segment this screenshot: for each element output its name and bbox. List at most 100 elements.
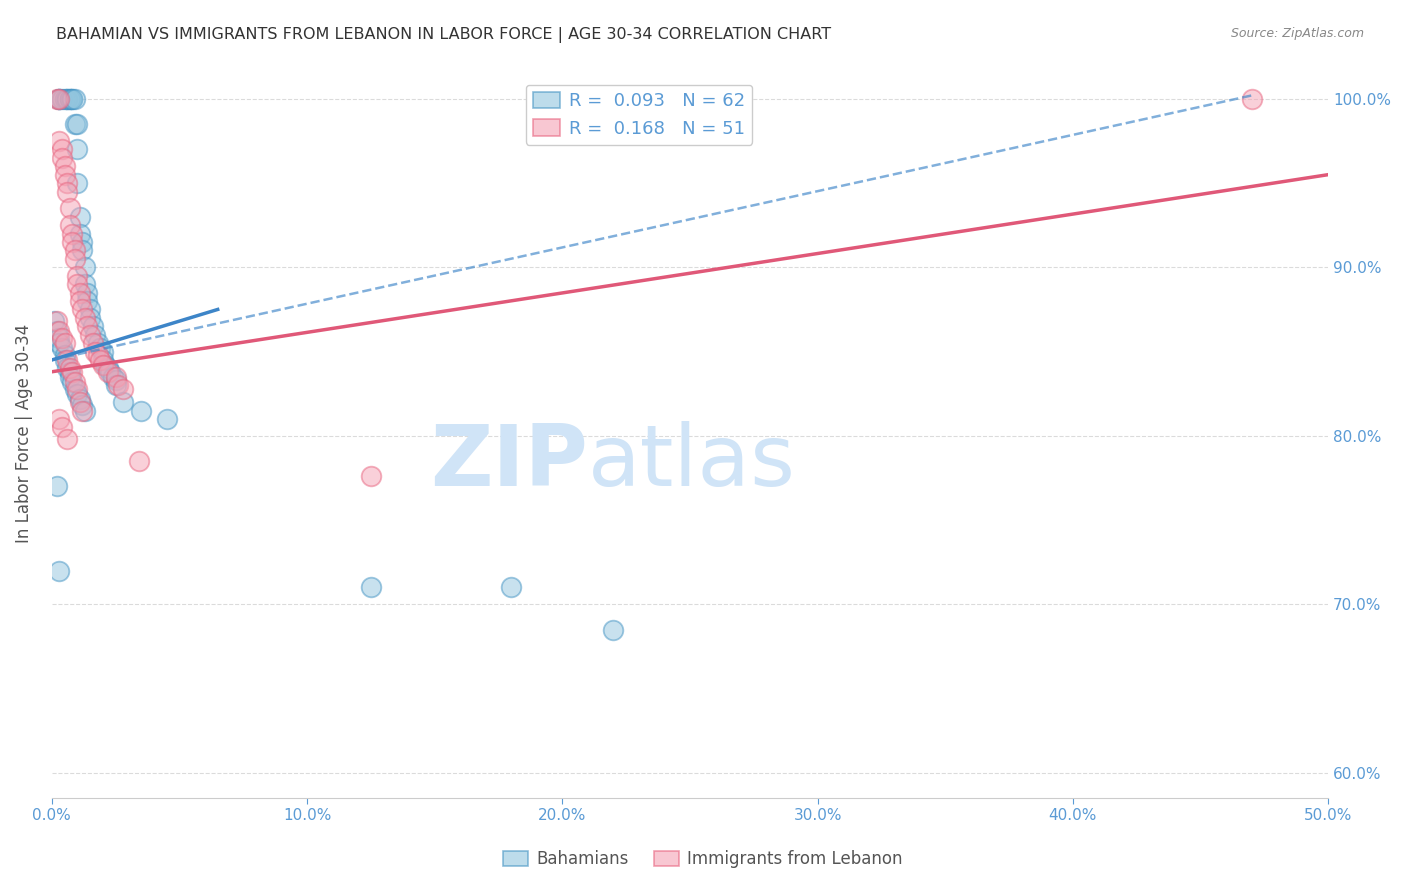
Point — [48, 134, 70, 148]
Point — [60, 375, 83, 389]
Point — [63, 382, 86, 396]
Point — [82, 336, 104, 351]
Point — [51, 341, 73, 355]
Point — [128, 454, 150, 468]
Point — [360, 469, 382, 483]
Point — [48, 92, 70, 106]
Point — [76, 293, 98, 308]
Point — [53, 159, 76, 173]
Point — [59, 361, 82, 376]
Point — [56, 353, 79, 368]
Point — [82, 319, 104, 334]
Point — [56, 185, 79, 199]
Point — [60, 92, 83, 106]
Text: BAHAMIAN VS IMMIGRANTS FROM LEBANON IN LABOR FORCE | AGE 30-34 CORRELATION CHART: BAHAMIAN VS IMMIGRANTS FROM LEBANON IN L… — [56, 27, 831, 43]
Point — [97, 365, 120, 379]
Point — [69, 392, 91, 406]
Point — [79, 310, 101, 325]
Point — [48, 331, 70, 345]
Point — [79, 327, 101, 342]
Point — [53, 348, 76, 362]
Point — [73, 260, 96, 275]
Point — [73, 277, 96, 292]
Point — [48, 564, 70, 578]
Point — [72, 244, 94, 258]
Point — [63, 92, 86, 106]
Point — [53, 168, 76, 182]
Point — [360, 581, 382, 595]
Point — [51, 420, 73, 434]
Point — [79, 302, 101, 317]
Point — [66, 386, 89, 401]
Point — [86, 336, 108, 351]
Text: ZIP: ZIP — [430, 421, 588, 504]
Point — [59, 202, 82, 216]
Point — [60, 92, 83, 106]
Point — [53, 336, 76, 351]
Point — [56, 176, 79, 190]
Point — [66, 117, 89, 131]
Point — [63, 375, 86, 389]
Point — [69, 227, 91, 241]
Point — [107, 378, 129, 392]
Point — [48, 92, 70, 106]
Point — [59, 369, 82, 384]
Point — [97, 361, 120, 376]
Point — [76, 319, 98, 334]
Point — [104, 373, 127, 387]
Point — [51, 142, 73, 156]
Point — [69, 395, 91, 409]
Point — [60, 235, 83, 249]
Point — [44, 314, 66, 328]
Point — [72, 302, 94, 317]
Point — [602, 623, 624, 637]
Point — [69, 210, 91, 224]
Point — [51, 92, 73, 106]
Point — [45, 314, 67, 328]
Point — [501, 581, 523, 595]
Point — [63, 117, 86, 131]
Point — [59, 365, 82, 379]
Point — [53, 92, 76, 106]
Point — [48, 412, 70, 426]
Point — [91, 353, 114, 368]
Point — [56, 361, 79, 376]
Point — [69, 293, 91, 308]
Point — [84, 344, 107, 359]
Point — [112, 395, 135, 409]
Point — [48, 324, 70, 338]
Point — [48, 336, 70, 351]
Point — [66, 277, 89, 292]
Point — [66, 142, 89, 156]
Point — [73, 403, 96, 417]
Legend: Bahamians, Immigrants from Lebanon: Bahamians, Immigrants from Lebanon — [496, 844, 910, 875]
Point — [66, 382, 89, 396]
Point — [53, 353, 76, 368]
Point — [56, 92, 79, 106]
Point — [45, 324, 67, 338]
Point — [112, 382, 135, 396]
Point — [100, 365, 122, 379]
Point — [45, 479, 67, 493]
Point — [73, 310, 96, 325]
Point — [91, 344, 114, 359]
Point — [66, 176, 89, 190]
Point — [56, 92, 79, 106]
Point — [86, 348, 108, 362]
Point — [69, 285, 91, 300]
Point — [156, 412, 179, 426]
Legend: R =  0.093   N = 62, R =  0.168   N = 51: R = 0.093 N = 62, R = 0.168 N = 51 — [526, 85, 752, 145]
Point — [59, 92, 82, 106]
Point — [104, 369, 127, 384]
Point — [45, 92, 67, 106]
Point — [129, 403, 152, 417]
Point — [56, 432, 79, 446]
Point — [72, 403, 94, 417]
Point — [104, 378, 127, 392]
Point — [91, 358, 114, 372]
Y-axis label: In Labor Force | Age 30-34: In Labor Force | Age 30-34 — [15, 324, 32, 543]
Point — [94, 358, 117, 372]
Point — [1240, 92, 1263, 106]
Point — [48, 92, 70, 106]
Point — [63, 252, 86, 266]
